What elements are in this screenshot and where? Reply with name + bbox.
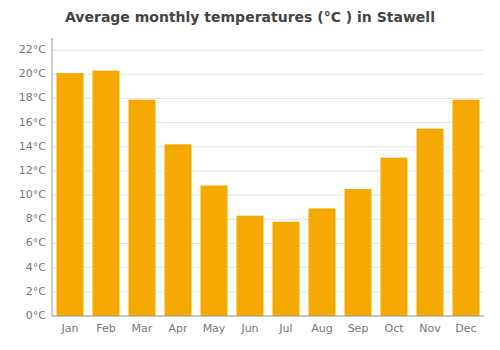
- bar: [237, 216, 264, 316]
- grid-line: [52, 50, 484, 51]
- y-tick-label: 10°C: [19, 188, 46, 201]
- bar: [165, 144, 192, 316]
- bar: [273, 222, 300, 316]
- y-tick-label: 6°C: [26, 236, 46, 249]
- y-tick-label: 2°C: [26, 285, 46, 298]
- bar: [345, 189, 372, 316]
- bar: [129, 100, 156, 316]
- bar: [417, 129, 444, 316]
- x-axis-line: [52, 316, 484, 317]
- y-tick-label: 22°C: [19, 43, 46, 56]
- x-tick-label: Jun: [240, 322, 258, 335]
- y-tick-label: 12°C: [19, 164, 46, 177]
- y-tick-label: 20°C: [19, 67, 46, 80]
- bar: [309, 208, 336, 316]
- x-tick-label: Apr: [168, 322, 188, 335]
- grid: [52, 50, 484, 316]
- bar: [201, 185, 228, 316]
- x-tick-label: Mar: [132, 322, 153, 335]
- y-tick-label: 18°C: [19, 91, 46, 104]
- y-axis-line: [52, 38, 53, 316]
- x-tick-label: Aug: [311, 322, 332, 335]
- x-tick-label: Sep: [348, 322, 369, 335]
- bar: [57, 73, 84, 316]
- x-tick-label: Oct: [384, 322, 404, 335]
- y-tick-label: 0°C: [26, 309, 46, 322]
- bar: [381, 158, 408, 316]
- y-tick-label: 4°C: [26, 261, 46, 274]
- grid-line: [52, 316, 484, 317]
- x-tick-labels: Jan Feb Mar Apr May Jun Jul Aug Sep Oct Nov Dec: [61, 322, 477, 335]
- x-tick-label: May: [203, 322, 226, 335]
- y-tick-label: 14°C: [19, 140, 46, 153]
- y-tick-labels: 0°C 2°C 4°C 6°C 8°C 10°C 12°C 14°C 16°C 18°C 20°C 2…: [19, 43, 46, 322]
- y-tick-label: 8°C: [26, 212, 46, 225]
- x-tick-label: Dec: [455, 322, 476, 335]
- chart: 0°C 2°C 4°C 6°C 8°C 10°C 12°C 14°C 16°C 18°C 20°C 2…: [0, 0, 500, 350]
- y-tick-label: 16°C: [19, 116, 46, 129]
- title: Average monthly temperatures (°C ) in St…: [65, 9, 435, 25]
- x-tick-label: Nov: [419, 322, 441, 335]
- bar: [453, 100, 480, 316]
- x-tick-label: Jul: [278, 322, 292, 335]
- bar: [93, 71, 120, 316]
- x-tick-label: Jan: [61, 322, 79, 335]
- bars: [57, 71, 480, 316]
- x-tick-label: Feb: [96, 322, 115, 335]
